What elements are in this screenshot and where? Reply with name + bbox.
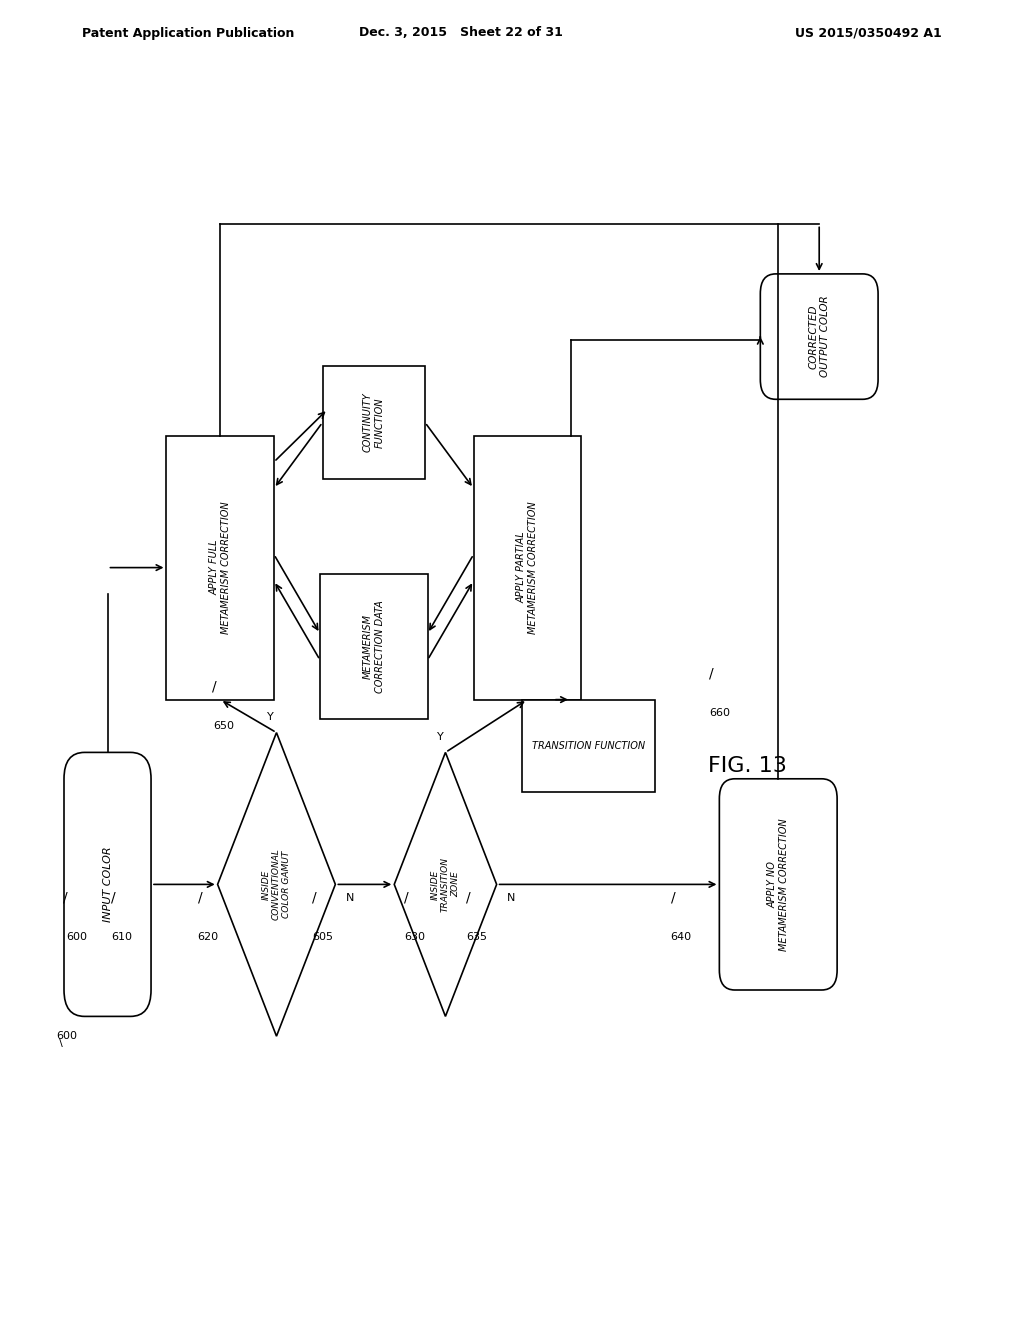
Text: CORRECTED
OUTPUT COLOR: CORRECTED OUTPUT COLOR [808, 296, 830, 378]
FancyBboxPatch shape [719, 779, 838, 990]
Text: APPLY PARTIAL
METAMERISM CORRECTION: APPLY PARTIAL METAMERISM CORRECTION [516, 502, 539, 634]
Text: 620: 620 [198, 932, 219, 942]
Bar [473, 436, 582, 700]
Text: METAMERISM
CORRECTION DATA: METAMERISM CORRECTION DATA [362, 601, 385, 693]
Text: INSIDE
TRANSITION
ZONE: INSIDE TRANSITION ZONE [430, 857, 461, 912]
Text: Patent Application Publication: Patent Application Publication [82, 26, 294, 40]
Text: 640: 640 [671, 932, 692, 942]
Text: 605: 605 [312, 932, 334, 942]
Text: Dec. 3, 2015   Sheet 22 of 31: Dec. 3, 2015 Sheet 22 of 31 [358, 26, 563, 40]
Bar [319, 574, 428, 719]
Bar [323, 367, 425, 479]
Text: N: N [507, 892, 515, 903]
Text: 610: 610 [112, 932, 133, 942]
Text: 660: 660 [710, 708, 731, 718]
Text: INPUT COLOR: INPUT COLOR [102, 846, 113, 923]
FancyBboxPatch shape [760, 275, 879, 399]
Text: Y: Y [437, 731, 443, 742]
Text: /: / [63, 891, 69, 904]
Polygon shape [394, 752, 497, 1016]
Text: FIG. 13: FIG. 13 [708, 755, 787, 776]
Text: Y: Y [267, 711, 274, 722]
Text: /: / [404, 891, 410, 904]
Text: /: / [709, 667, 714, 680]
FancyBboxPatch shape [63, 752, 152, 1016]
Text: 600: 600 [56, 1031, 78, 1041]
Bar [522, 700, 655, 792]
Text: 600: 600 [67, 932, 88, 942]
Text: TRANSITION FUNCTION: TRANSITION FUNCTION [532, 741, 645, 751]
Bar [166, 436, 274, 700]
Text: 630: 630 [404, 932, 426, 942]
Text: INSIDE
CONVENTIONAL
COLOR GAMUT: INSIDE CONVENTIONAL COLOR GAMUT [261, 849, 292, 920]
Text: /: / [198, 891, 203, 904]
Text: 650: 650 [213, 721, 234, 731]
Text: CONTINUITY
FUNCTION: CONTINUITY FUNCTION [362, 392, 385, 453]
Text: US 2015/0350492 A1: US 2015/0350492 A1 [796, 26, 942, 40]
Text: /: / [212, 680, 217, 693]
Text: APPLY FULL
METAMERISM CORRECTION: APPLY FULL METAMERISM CORRECTION [209, 502, 231, 634]
Text: /: / [671, 891, 676, 904]
Text: /: / [312, 891, 317, 904]
Text: N: N [346, 892, 354, 903]
Polygon shape [218, 733, 336, 1036]
Text: /: / [111, 891, 116, 904]
Text: \: \ [58, 1038, 62, 1048]
Text: /: / [466, 891, 471, 904]
Text: APPLY NO
METAMERISM CORRECTION: APPLY NO METAMERISM CORRECTION [767, 818, 790, 950]
Text: 635: 635 [466, 932, 487, 942]
